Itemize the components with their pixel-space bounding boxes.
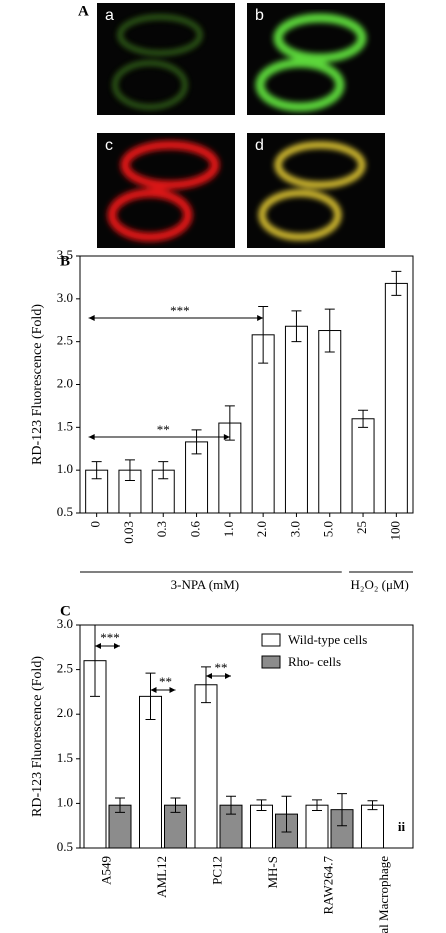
y-tick-label: 2.5 (57, 333, 73, 348)
x-tick-label: 0 (88, 521, 103, 528)
image-label: d (255, 137, 264, 154)
y-tick-label: 3.5 (57, 247, 73, 262)
error-bar (145, 672, 156, 721)
y-tick-label: 1.0 (57, 461, 73, 476)
error-bar (358, 409, 369, 428)
error-bar (115, 797, 125, 813)
panel-label: C (60, 603, 71, 619)
error-bar (291, 310, 302, 343)
x-tick-label: A549 (99, 856, 114, 885)
x-tick-label: 1.0 (221, 521, 236, 537)
error-bar (201, 666, 211, 704)
x-tick-label: 100 (387, 521, 402, 541)
micrograph (97, 3, 235, 115)
bar (305, 804, 329, 849)
y-tick-label: 1.5 (57, 750, 73, 765)
panel-label: B (60, 253, 70, 269)
arrowhead (206, 673, 231, 679)
legend-label: Rho- cells (288, 654, 341, 669)
group-label: H₂O₂ (μM) (351, 577, 409, 592)
bar (351, 418, 375, 514)
bar (194, 684, 218, 849)
error-bar (91, 461, 102, 480)
micrograph (247, 133, 385, 248)
error-bar (224, 405, 235, 441)
error-bar (324, 308, 335, 353)
x-tick-label: 2.0 (254, 521, 269, 537)
bar (318, 330, 342, 514)
y-tick-label: 1.5 (57, 418, 73, 433)
y-axis-label: RD-123 Fluorescence (Fold) (30, 304, 45, 465)
micrograph (247, 3, 385, 115)
error-bar (281, 795, 292, 833)
legend-label: Wild-type cells (288, 632, 367, 647)
image-label: a (105, 7, 114, 24)
x-tick-label: 3.0 (287, 521, 302, 537)
error-bar (258, 306, 269, 364)
error-bar (124, 459, 135, 481)
panel-label: A (78, 3, 89, 19)
error-bar (170, 797, 181, 813)
error-bar (226, 795, 236, 815)
x-tick-label: Peritoneal Macrophage (376, 856, 391, 933)
y-axis-label: RD-123 Fluorescence (Fold) (30, 656, 45, 817)
y-tick-label: 3.0 (57, 290, 73, 305)
bar (361, 804, 384, 849)
annotation: *** (100, 630, 120, 645)
annotation: *** (170, 303, 190, 318)
error-bar (158, 461, 169, 480)
bar (250, 804, 273, 849)
error-bar (191, 429, 202, 455)
annotation: ** (157, 422, 170, 437)
y-tick-label: 1.0 (57, 794, 73, 809)
x-tick-label: MH-S (265, 856, 280, 889)
arrowhead (95, 643, 120, 649)
micrograph (97, 133, 235, 248)
y-tick-label: 3.0 (57, 616, 73, 631)
y-tick-label: 2.0 (57, 705, 73, 720)
x-tick-label: 25 (354, 521, 369, 534)
annotation: ** (159, 674, 172, 689)
error-bar (312, 799, 322, 812)
image-label: c (105, 137, 113, 154)
y-tick-label: 2.0 (57, 375, 73, 390)
error-bar (367, 800, 378, 811)
group-label: 3-NPA (mM) (171, 577, 240, 592)
y-tick-label: 0.5 (57, 504, 73, 519)
x-tick-label: PC12 (210, 856, 225, 885)
x-tick-label: 0.6 (188, 521, 203, 538)
x-tick-label: 0.3 (154, 521, 169, 537)
x-tick-label: 5.0 (321, 521, 336, 537)
y-tick-label: 0.5 (57, 839, 73, 854)
annotation: ** (215, 660, 228, 675)
error-bar (337, 793, 347, 827)
x-tick-label: RAW264.7 (321, 856, 336, 915)
image-label: b (255, 7, 264, 24)
bar (284, 325, 308, 514)
legend-swatch (261, 655, 281, 669)
annotation: ii (398, 819, 406, 834)
y-tick-label: 2.5 (57, 661, 73, 676)
error-bar (256, 799, 267, 812)
x-tick-label: 0.03 (121, 521, 136, 544)
x-tick-label: AML12 (154, 856, 169, 898)
plot-frame (79, 624, 414, 849)
bar (384, 282, 408, 514)
error-bar (90, 624, 100, 697)
legend-swatch (261, 633, 281, 647)
error-bar (391, 270, 402, 296)
arrowhead (150, 687, 176, 693)
